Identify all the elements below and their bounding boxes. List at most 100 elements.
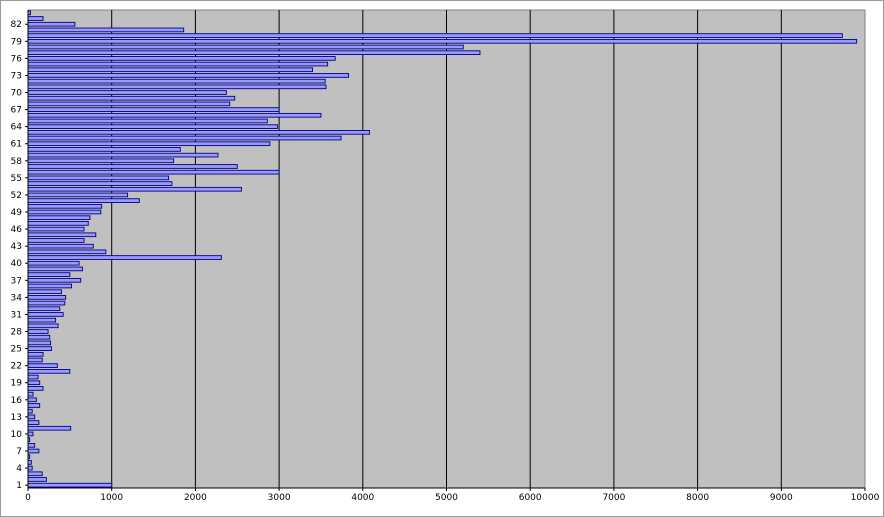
bar-69	[27, 95, 236, 101]
bar-79	[27, 38, 858, 44]
y-tick-label: 49	[11, 208, 23, 218]
y-tick-label: 61	[11, 140, 22, 150]
bar-1	[27, 482, 113, 488]
bar-12	[27, 420, 40, 425]
bar-72	[27, 78, 326, 84]
y-tick-label: 67	[11, 106, 22, 116]
bar-54	[27, 181, 173, 186]
bar-40	[27, 260, 80, 266]
bar-19	[27, 380, 41, 386]
y-tick-label: 52	[11, 191, 22, 201]
bar-20	[27, 374, 39, 380]
bar-57	[27, 164, 238, 169]
gridlines	[27, 10, 866, 491]
bar-62	[27, 135, 342, 141]
y-tick-label: 1	[16, 481, 22, 491]
bar-28	[27, 329, 49, 334]
bar-59	[27, 152, 219, 158]
bar-42	[27, 249, 107, 255]
bar-61	[27, 141, 271, 147]
y-tick-label: 79	[11, 37, 23, 47]
bar-66	[27, 112, 322, 118]
bar-45	[27, 232, 97, 238]
y-tick-labels: 1 4 7 10 13 16 19 22 25 28 31 34 37 40 43 46 49 52 55 58 61 6…	[11, 20, 23, 491]
y-tick-label: 16	[11, 396, 23, 406]
x-tick-labels: 0 1000 2000 3000 4000 5000 6000 7000 8000 9000 100…	[25, 493, 879, 503]
bar-37	[27, 277, 82, 283]
bar-77	[27, 50, 481, 56]
bar-50	[27, 203, 103, 209]
bar-21	[27, 369, 71, 374]
bar-68	[27, 101, 231, 107]
bar-31	[27, 312, 64, 317]
x-tick-label: 4000	[351, 493, 374, 503]
y-tick-label: 7	[16, 447, 22, 457]
y-tick-label: 31	[11, 310, 22, 320]
bar-39	[27, 266, 83, 272]
bar-41	[27, 255, 222, 260]
bar-83	[27, 16, 44, 21]
y-tick-label: 13	[11, 413, 22, 423]
y-tick-label: 58	[11, 157, 23, 167]
bar-78	[27, 44, 464, 50]
bar-13	[27, 414, 36, 420]
y-tick-label: 70	[11, 89, 23, 99]
bar-52	[27, 192, 129, 198]
x-tick-label: 3000	[268, 493, 291, 503]
bar-34	[27, 295, 67, 300]
bar-26	[27, 340, 52, 346]
bar-22	[27, 363, 58, 368]
bar-15	[27, 403, 41, 408]
y-tick-label: 46	[11, 225, 23, 235]
bar-73	[27, 73, 350, 78]
bar-38	[27, 272, 71, 277]
axes	[25, 10, 865, 489]
bar-75	[27, 61, 329, 67]
bar-27	[27, 334, 51, 340]
bar-65	[27, 118, 268, 124]
bar-7	[27, 448, 40, 454]
y-tick-label: 73	[11, 71, 22, 81]
bar-36	[27, 283, 72, 289]
bar-43	[27, 243, 94, 249]
y-tick-label: 55	[11, 174, 22, 184]
y-tick-label: 19	[11, 379, 23, 389]
bar-82	[27, 21, 76, 27]
bar-3	[27, 471, 43, 477]
bar-58	[27, 158, 175, 164]
bar-47	[27, 221, 89, 226]
x-tick-label: 7000	[602, 493, 625, 503]
bar-70	[27, 90, 227, 95]
bar-4	[27, 465, 33, 471]
bar-60	[27, 147, 181, 152]
y-tick-label: 64	[11, 123, 23, 133]
y-tick-label: 22	[11, 362, 22, 372]
bar-23	[27, 357, 43, 363]
y-tick-label: 28	[11, 328, 23, 338]
bar-25	[27, 346, 52, 351]
bar-49	[27, 209, 102, 215]
bar-53	[27, 186, 242, 192]
y-tick-label: 10	[11, 430, 23, 440]
bar-81	[27, 27, 185, 33]
x-tick-label: 8000	[686, 493, 709, 503]
bar-2	[27, 477, 47, 482]
bar-63	[27, 130, 370, 135]
bar-67	[27, 107, 280, 112]
x-tick-label: 1000	[100, 493, 123, 503]
y-tick-label: 76	[11, 54, 23, 64]
bar-10	[27, 431, 34, 437]
x-tick-label: 10000	[851, 493, 880, 503]
x-tick-label: 2000	[184, 493, 207, 503]
bar-71	[27, 84, 327, 90]
bar-30	[27, 317, 57, 323]
bar-8	[27, 442, 36, 448]
x-tick-label: 6000	[519, 493, 542, 503]
bar-64	[27, 124, 278, 129]
bar-56	[27, 169, 280, 175]
bar-17	[27, 391, 34, 397]
y-tick-label: 25	[11, 345, 22, 355]
bar-48	[27, 215, 91, 221]
bar-5	[27, 460, 32, 465]
